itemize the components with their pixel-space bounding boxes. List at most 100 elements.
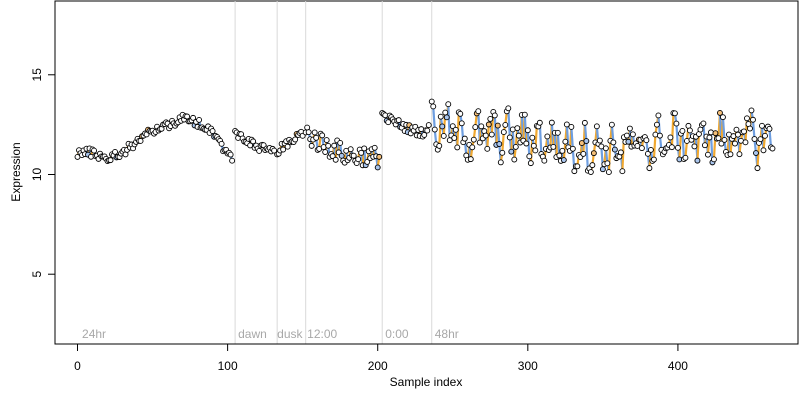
y-tick-label-0: 5 [30,271,44,278]
data-point [617,149,624,156]
data-point [529,134,536,141]
data-point [580,150,587,157]
data-point [313,134,320,141]
phase-label-5: 48hr [435,327,459,341]
phase-label-1: dawn [238,327,267,341]
data-point [350,152,357,159]
data-point [499,149,506,156]
y-tick-label-2: 15 [30,68,44,82]
data-point [748,107,755,114]
data-point [694,157,701,164]
data-point [452,126,459,133]
data-point [563,121,570,128]
data-point [715,135,722,142]
data-point [487,115,494,122]
data-point [521,111,528,118]
data-point [511,156,518,163]
data-point [623,132,630,139]
data-point [760,147,767,154]
data-point [602,145,609,152]
data-point [461,135,468,142]
data-point [209,128,216,135]
x-tick-label-3: 300 [518,359,538,373]
data-point [443,114,450,121]
data-point [735,131,741,138]
data-point [741,128,747,135]
data-point [653,121,660,128]
data-point [437,113,444,120]
data-point [712,130,719,137]
data-point [442,109,449,116]
data-point [271,147,278,154]
series-line-segment [556,132,561,156]
data-point [355,156,362,163]
data-point [686,127,693,134]
data-point [112,148,118,155]
data-point [496,141,503,147]
data-point [655,112,662,119]
data-point [502,121,509,128]
data-point [311,129,318,136]
data-point [337,139,344,146]
data-point [593,123,600,130]
data-point [721,136,728,143]
data-point [524,127,531,134]
data-point [361,145,368,152]
data-point [485,121,492,128]
data-point [759,122,765,129]
data-point [589,162,596,169]
data-point [629,131,636,138]
data-point [700,120,707,127]
series-line-segment [610,124,615,143]
data-point [364,158,371,165]
data-point [137,137,144,144]
data-point [747,125,753,132]
data-point [610,139,617,146]
data-point [332,156,339,163]
data-point [527,160,534,167]
data-point [751,136,758,142]
data-point [608,121,615,128]
data-point [476,139,483,146]
data-point [250,138,257,145]
data-point [541,157,548,164]
data-point [647,146,654,153]
series-line-segment [721,117,726,141]
data-point [247,142,254,149]
series-line-segment [570,126,574,149]
data-point [744,115,750,122]
data-point [753,150,759,157]
data-point [626,125,633,132]
data-point [425,122,432,129]
data-point [305,129,312,136]
data-point [445,101,452,108]
data-point [718,140,725,147]
data-point [605,169,612,176]
data-point [544,133,551,140]
data-point [322,149,329,155]
phase-dividers [234,1,433,344]
series-line-segment [675,123,680,148]
data-point [646,165,653,172]
x-tick-label-1: 100 [218,359,238,373]
data-point [583,138,590,145]
data-point [750,116,756,123]
data-point [732,140,738,147]
data-point [454,144,461,151]
data-point [550,143,557,150]
data-point [358,149,365,156]
data-point [505,105,512,112]
data-point [500,129,507,136]
y-tick-label-1: 10 [30,168,44,182]
data-point [536,119,543,126]
data-point [469,144,476,151]
y-axis: 5 10 15 [30,68,56,278]
data-point [762,132,768,139]
data-point [754,165,761,172]
data-point [590,150,597,157]
data-point [488,131,495,138]
x-axis-label: Sample index [390,375,463,389]
data-point [560,157,567,164]
